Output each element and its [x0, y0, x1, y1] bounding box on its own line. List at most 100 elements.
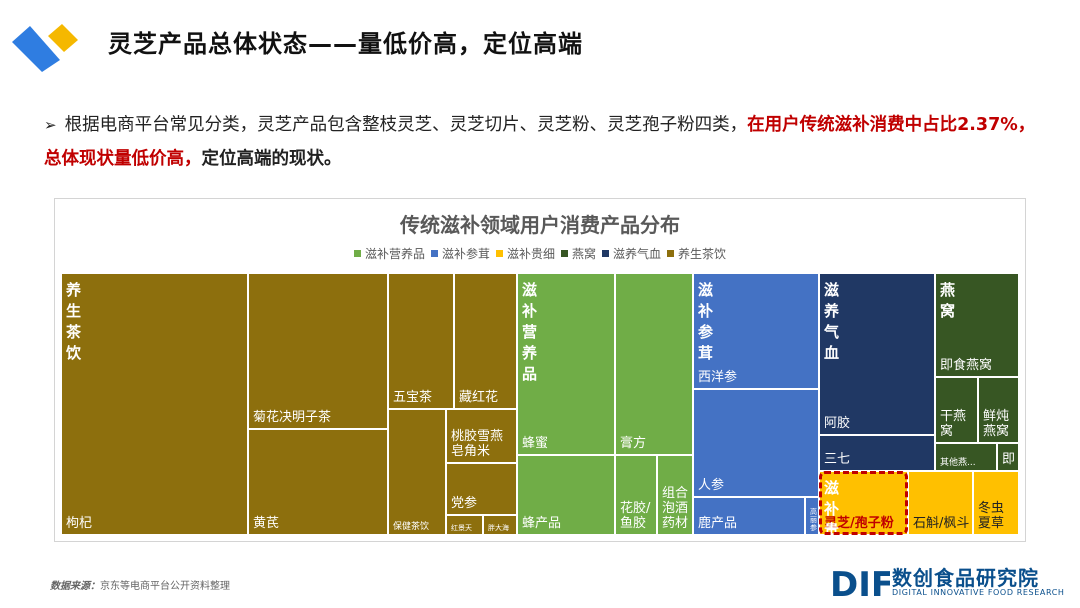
brand-logo: DIF 数创食品研究院 DIGITAL INNOVATIVE FOOD RESE… — [830, 562, 1070, 605]
legend-item: 滋养气血 — [602, 247, 661, 261]
lingzhi-highlight-box — [819, 471, 908, 535]
legend-swatch — [353, 250, 361, 257]
treemap-tile: 红景天 — [446, 515, 483, 535]
group-label: 滋补参茸 — [698, 281, 714, 362]
treemap-tile: 灵芝/孢子粉 — [819, 471, 908, 535]
treemap-tile: 鹿产品 — [693, 497, 805, 535]
treemap-tile: 阿胶 — [819, 273, 935, 435]
chart-legend: 滋补营养品 滋补参茸 滋补贵细 燕窝 滋养气血 养生茶饮 — [55, 245, 1025, 262]
treemap-tile: 鲜炖燕窝 — [978, 377, 1019, 443]
tile-label: 红景天 — [451, 524, 472, 532]
treemap-tile: 五宝茶 — [388, 273, 454, 409]
tile-label: 保健茶饮 — [393, 522, 430, 532]
data-source: 数据来源：京东等电商平台公开资料整理 — [50, 577, 230, 592]
treemap-tile: 人参 — [693, 389, 819, 497]
legend-label: 滋补营养品 — [364, 247, 425, 261]
tile-label: 党参 — [451, 496, 478, 511]
tile-label: 人参 — [698, 478, 725, 493]
treemap-tile: 蜂产品 — [517, 455, 615, 535]
legend-item: 燕窝 — [561, 247, 596, 261]
source-text: 京东等电商平台公开资料整理 — [100, 581, 230, 592]
tile-label: 即 — [1002, 452, 1016, 467]
bullet-highlight: 在用户传统滋补消费中占比2.37%，总体现状量低价高， — [44, 115, 1036, 169]
legend-label: 滋养气血 — [613, 247, 662, 261]
legend-label: 滋补参茸 — [441, 247, 490, 261]
legend-label: 滋补贵细 — [506, 247, 555, 261]
tile-label: 菊花决明子茶 — [253, 410, 332, 425]
tile-label: 干燕窝 — [940, 409, 967, 439]
treemap-tile: 膏方 — [615, 273, 693, 455]
summary-bullet: ➢ 根据电商平台常见分类，灵芝产品包含整枝灵芝、灵芝切片、灵芝粉、灵芝孢子粉四类，… — [44, 108, 1044, 176]
treemap-tile: 保健茶饮 — [388, 409, 446, 535]
treemap-tile: 石斛/枫斗 — [908, 471, 973, 535]
treemap-tile: 即 — [997, 443, 1019, 471]
legend-label: 养生茶饮 — [678, 247, 727, 261]
tile-label: 藏红花 — [459, 390, 499, 405]
dif-logo-icon: DIF — [830, 565, 894, 605]
tile-label: 西洋参 — [698, 370, 738, 385]
tile-label: 胖大海 — [488, 524, 509, 532]
tile-label: 冬虫夏草 — [978, 501, 1005, 531]
treemap-tile: 菊花决明子茶 — [248, 273, 388, 429]
group-label: 滋补营养品 — [522, 281, 538, 383]
treemap-tile: 干燕窝 — [935, 377, 978, 443]
tile-label: 五宝茶 — [393, 390, 433, 405]
source-label: 数据来源： — [50, 581, 100, 592]
tile-label: 三七 — [824, 452, 851, 467]
bullet-text: 根据电商平台常见分类，灵芝产品包含整枝灵芝、灵芝切片、灵芝粉、灵芝孢子粉四类， — [64, 115, 748, 135]
legend-item: 滋补营养品 — [353, 247, 425, 261]
legend-swatch — [667, 250, 675, 257]
tile-label: 黄芪 — [253, 516, 280, 531]
treemap-tile: 胖大海 — [483, 515, 517, 535]
legend-item: 养生茶饮 — [667, 247, 726, 261]
legend-label: 燕窝 — [572, 247, 597, 261]
bullet-arrow-icon: ➢ — [44, 116, 57, 134]
treemap-tile: 组合泡酒药材 — [657, 455, 693, 535]
tile-label: 蜂蜜 — [522, 436, 549, 451]
legend-swatch — [430, 250, 438, 257]
group-label: 滋养气血 — [824, 281, 840, 362]
treemap-tile: 桃胶雪燕皂角米 — [446, 409, 517, 463]
legend-swatch — [495, 250, 503, 257]
tile-label: 石斛/枫斗 — [913, 516, 970, 531]
legend-item: 滋补贵细 — [495, 247, 555, 261]
treemap-chart: 传统滋补领域用户消费产品分布 滋补营养品 滋补参茸 滋补贵细 燕窝 滋养气血 养生茶饮 枸… — [54, 198, 1026, 560]
tile-label: 鹿产品 — [698, 516, 738, 531]
treemap-tile: 花胶/鱼胶 — [615, 455, 657, 535]
brand-name: 数创食品研究院 — [892, 566, 1039, 590]
chart-title: 传统滋补领域用户消费产品分布 — [400, 213, 680, 237]
legend-item: 滋补参茸 — [430, 247, 490, 261]
treemap-tile: 三七 — [819, 435, 935, 471]
tile-label: 灵芝/孢子粉 — [824, 516, 894, 531]
treemap-tile: 蜂蜜 — [517, 273, 615, 455]
tile-label: 鲜炖燕窝 — [983, 409, 1010, 439]
legend-swatch — [602, 250, 610, 257]
group-label: 燕窝 — [940, 281, 956, 320]
tile-label: 组合泡酒药材 — [662, 486, 689, 531]
page-title: 灵芝产品总体状态——量低价高，定位高端 — [108, 30, 583, 58]
tile-label: 高丽参 — [810, 508, 817, 532]
treemap-tile: 高丽参 — [805, 497, 819, 535]
treemap-tile: 黄芪 — [248, 429, 388, 535]
tile-label: 膏方 — [620, 436, 647, 451]
bullet-tail: 定位高端的现状。 — [201, 149, 342, 169]
treemap-tile: 西洋参 — [693, 273, 819, 389]
dif-logo-text: DIF — [830, 565, 890, 602]
group-label: 养生茶饮 — [66, 281, 82, 362]
treemap-tile: 即食燕窝 — [935, 273, 1019, 377]
treemap-tile: 其他燕... — [935, 443, 997, 471]
tile-label: 花胶/鱼胶 — [620, 501, 651, 531]
legend-swatch — [561, 250, 568, 257]
tile-label: 蜂产品 — [522, 516, 562, 531]
tile-label: 其他燕... — [940, 458, 976, 468]
tile-label: 桃胶雪燕皂角米 — [451, 429, 504, 459]
tile-label: 阿胶 — [824, 416, 851, 431]
treemap-tile: 枸杞 — [61, 273, 248, 535]
treemap-tile: 党参 — [446, 463, 517, 515]
logo-mark-icon — [12, 24, 78, 72]
tile-label: 枸杞 — [66, 516, 93, 531]
treemap-tile: 藏红花 — [454, 273, 517, 409]
tile-label: 即食燕窝 — [940, 358, 993, 373]
brand-subtitle: DIGITAL INNOVATIVE FOOD RESEARCH — [892, 588, 1065, 597]
treemap-tile: 冬虫夏草 — [973, 471, 1019, 535]
